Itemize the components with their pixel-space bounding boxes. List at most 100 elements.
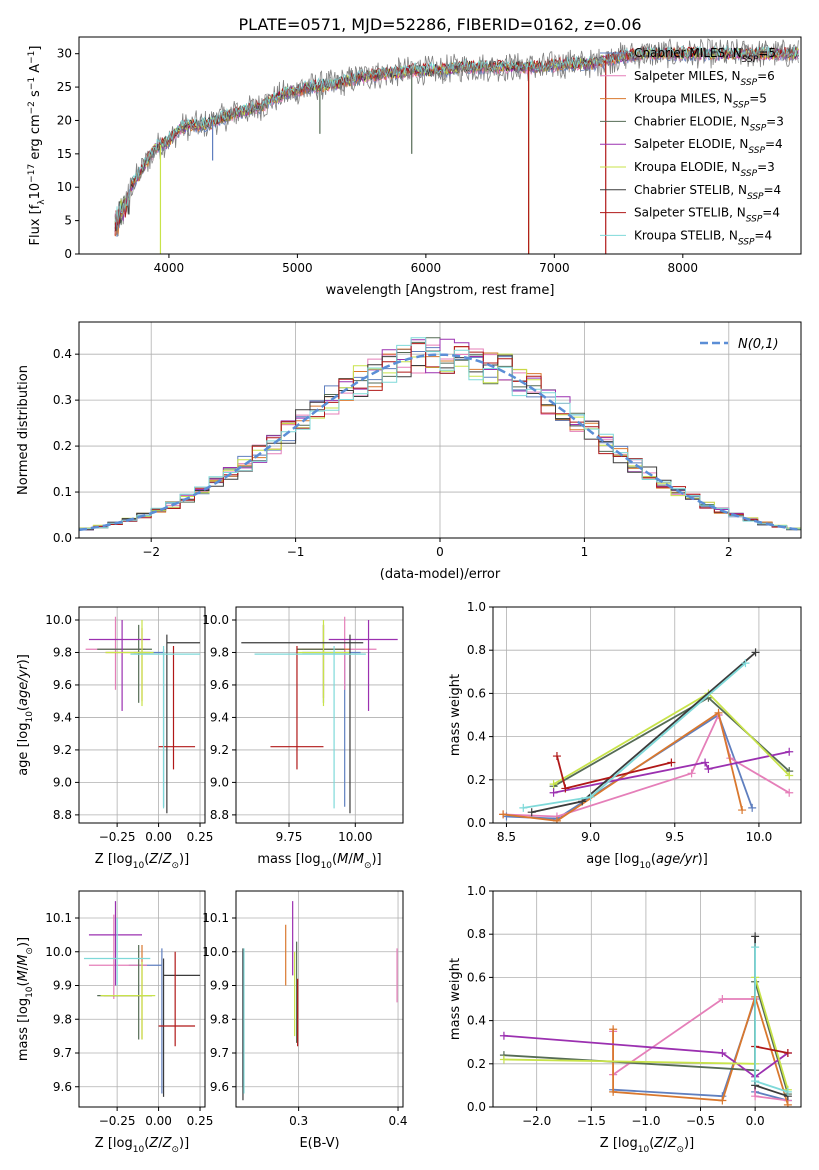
legend-label-part: Kroupa ELODIE, N <box>634 160 741 174</box>
marker-kroupa-miles <box>609 1087 618 1096</box>
y-tick-label: 5 <box>64 214 72 228</box>
legend-label-part: Chabrier STELIB, N <box>634 183 747 197</box>
legend-label: Kroupa STELIB, NSSP=4 <box>634 228 772 247</box>
y-tick-label: 0.4 <box>467 730 486 744</box>
label-part: M <box>337 852 348 867</box>
y-tick-label: 10.1 <box>45 911 72 925</box>
axis-label: mass weight <box>448 674 463 756</box>
marker-salpeter-stelib <box>552 752 561 761</box>
marker-kroupa-stelib <box>519 803 528 812</box>
y-tick-label: 0.8 <box>467 643 486 657</box>
label-part: −1 <box>27 51 37 64</box>
legend-label-part: Kroupa MILES, N <box>634 92 733 106</box>
series-kroupa-miles <box>502 711 743 822</box>
plot-area <box>114 38 799 254</box>
plot-area <box>85 616 201 814</box>
y-tick-label: 25 <box>57 80 72 94</box>
marker-kroupa-miles <box>738 806 747 815</box>
series-salpeter-elodie <box>503 1034 789 1078</box>
y-tick-label: 9.6 <box>53 1080 72 1094</box>
label-part: log <box>16 998 31 1018</box>
legend-label-part: =6 <box>757 69 775 83</box>
marker-salpeter-miles <box>751 1092 760 1101</box>
legend-label-part: Kroupa STELIB, N <box>634 228 738 242</box>
label-part: age/yr <box>656 852 699 867</box>
panel-spectrum: 4000 5000 6000 7000 8000 0 5 10 15 20 25 30 waveleng… <box>27 36 802 298</box>
axis-label: age [log10(age/yr)] <box>16 654 35 776</box>
axis-label: E(B-V) <box>299 1136 339 1151</box>
label-part: Z <box>148 1136 159 1151</box>
axes-frame <box>235 890 404 1108</box>
x-tick-label: 9.75 <box>276 830 303 844</box>
y-tick-label: 10 <box>57 180 72 194</box>
axis-label: Normed distribution <box>16 365 31 495</box>
axes-frame <box>78 890 206 1108</box>
label-part: age/yr <box>16 663 31 706</box>
label-part: mass [ <box>257 852 300 867</box>
label-part: ⊙ <box>364 861 372 871</box>
label-part: log <box>618 1136 638 1151</box>
label-part: M <box>16 970 31 981</box>
legend-label-part: =3 <box>766 114 784 128</box>
x-tick-label: 0.00 <box>145 830 172 844</box>
label-part: Z [ <box>95 852 113 867</box>
gaussian-curve <box>79 353 799 532</box>
y-tick-label: 9.0 <box>53 775 72 789</box>
label-part: ⊙ <box>171 861 179 871</box>
label-part: Normed distribution <box>16 365 31 495</box>
x-tick-label: 8000 <box>668 261 699 275</box>
label-part: log <box>620 852 640 867</box>
legend-label-part: Salpeter STELIB, N <box>634 206 746 220</box>
label-part: ( <box>16 706 31 711</box>
panel-mass-weight-vs-Z: −2.0 −1.5 −1.0 −0.5 0.0 0.0 0.2 0.4 0.6 0.8 1.0 Z [… <box>448 884 802 1155</box>
legend-label: Kroupa MILES, NSSP=5 <box>634 92 767 111</box>
label-part: Flux [f <box>28 204 43 245</box>
y-tick-label: 30 <box>57 47 72 61</box>
legend-label-part: SSP <box>738 237 755 247</box>
y-tick-label: 10.1 <box>202 911 229 925</box>
label-part: −17 <box>27 164 37 183</box>
legend-label-part: =4 <box>762 206 780 220</box>
y-tick-label: 0.0 <box>467 816 486 830</box>
label-part: Z <box>162 1136 173 1151</box>
label-part: )] <box>179 852 189 867</box>
marker-kroupa-miles <box>499 810 508 819</box>
x-tick-label: 5000 <box>282 261 313 275</box>
legend-label-part: SSP <box>748 146 765 156</box>
label-part: ⊙ <box>25 947 35 955</box>
y-tick-label: 9.7 <box>210 1046 229 1060</box>
label-part: / <box>158 1136 163 1151</box>
label-part: / <box>16 965 31 970</box>
plot-area <box>79 337 801 532</box>
x-tick-label: 0.0 <box>746 1114 765 1128</box>
observed-spectrum-overlay <box>114 43 799 231</box>
marker-kroupa-miles <box>783 1100 792 1107</box>
legend-label: Kroupa ELODIE, NSSP=3 <box>634 160 775 179</box>
y-tick-label: 9.2 <box>210 743 229 757</box>
y-tick-label: 0.2 <box>53 439 72 453</box>
y-tick-label: 0.0 <box>467 1100 486 1114</box>
axes-frame <box>78 606 206 824</box>
y-tick-label: 1.0 <box>467 600 486 614</box>
axis-label: Z [log10(Z/Z⊙)] <box>95 1136 189 1155</box>
label-part: 10 <box>639 861 651 871</box>
y-tick-label: 10.0 <box>45 945 72 959</box>
y-tick-label: 0.3 <box>53 393 72 407</box>
label-part: ( <box>649 1136 654 1151</box>
label-part: )] <box>179 1136 189 1151</box>
y-tick-label: 0 <box>64 247 72 261</box>
x-tick-label: −1.5 <box>577 1114 606 1128</box>
label-part: 10 <box>321 861 333 871</box>
y-tick-label: 9.4 <box>53 710 72 724</box>
y-tick-label: 0.6 <box>467 686 486 700</box>
y-tick-label: 9.8 <box>210 645 229 659</box>
x-tick-label: −0.25 <box>99 1114 136 1128</box>
y-tick-label: 8.8 <box>210 808 229 822</box>
panel-age-vs-Z: −0.25 0.00 0.258.89.09.29.49.69.810.0Z [lo… <box>16 606 213 871</box>
axis-label: wavelength [Angstrom, rest frame] <box>326 283 555 298</box>
y-tick-label: 0.4 <box>53 347 72 361</box>
marker-kroupa-elodie <box>785 771 794 780</box>
y-tick-label: 9.0 <box>210 775 229 789</box>
label-part: 10 <box>28 183 43 200</box>
marker-salpeter-elodie <box>701 758 710 767</box>
